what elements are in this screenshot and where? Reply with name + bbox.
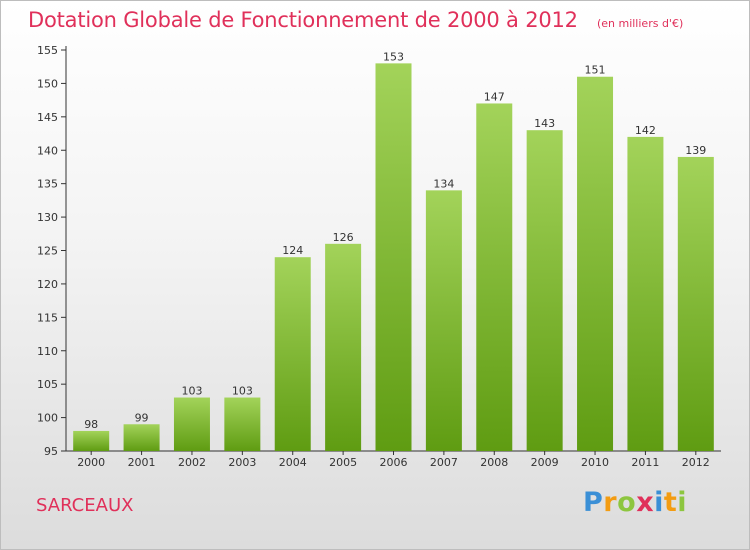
y-tick-label: 125 — [37, 245, 58, 258]
x-tick-label: 2006 — [380, 456, 408, 469]
logo-letter: r — [603, 487, 618, 518]
logo-letter: x — [636, 487, 655, 518]
y-tick-label: 115 — [37, 311, 58, 324]
y-tick-label: 150 — [37, 77, 58, 90]
bar — [425, 190, 462, 451]
logo-letter: t — [663, 487, 678, 518]
y-tick-label: 100 — [37, 412, 58, 425]
bar-value-label: 98 — [84, 418, 98, 431]
bar-value-label: 134 — [433, 177, 454, 190]
x-tick-label: 2003 — [228, 456, 256, 469]
bar — [375, 63, 412, 451]
x-tick-label: 2010 — [581, 456, 609, 469]
bar-value-label: 147 — [484, 90, 505, 103]
bar-value-label: 143 — [534, 117, 555, 130]
y-tick-label: 145 — [37, 111, 58, 124]
bar-value-label: 124 — [282, 244, 303, 257]
chart-subtitle: (en milliers d'€) — [596, 17, 684, 30]
chart-title: Dotation Globale de Fonctionnement de 20… — [28, 8, 578, 32]
logo-letter: o — [617, 487, 637, 518]
logo-letter: i — [677, 487, 688, 518]
x-tick-label: 2004 — [279, 456, 307, 469]
y-tick-label: 110 — [37, 345, 58, 358]
x-tick-label: 2012 — [682, 456, 710, 469]
bar-value-label: 151 — [585, 64, 606, 77]
x-tick-label: 2011 — [631, 456, 659, 469]
title-block: Dotation Globale de Fonctionnement de 20… — [28, 8, 683, 32]
bar-value-label: 142 — [635, 124, 656, 137]
bar — [526, 130, 563, 451]
bar — [476, 103, 513, 451]
bar-value-label: 153 — [383, 50, 404, 63]
y-tick-label: 105 — [37, 378, 58, 391]
bar — [173, 397, 210, 451]
bar-value-label: 139 — [685, 144, 706, 157]
bar — [73, 430, 110, 451]
logo-letter: P — [583, 487, 604, 518]
bar — [577, 76, 614, 451]
x-tick-label: 2008 — [480, 456, 508, 469]
bar — [677, 156, 714, 451]
bar — [224, 397, 261, 451]
x-tick-label: 2000 — [77, 456, 105, 469]
proxiti-logo: Proxiti — [583, 487, 687, 518]
bar-value-label: 103 — [181, 385, 202, 398]
y-tick-label: 120 — [37, 278, 58, 291]
logo-letter: i — [654, 487, 664, 518]
x-tick-label: 2007 — [430, 456, 458, 469]
bar — [627, 136, 664, 451]
y-tick-label: 130 — [37, 211, 58, 224]
y-tick-label: 95 — [44, 445, 58, 458]
x-tick-label: 2009 — [531, 456, 559, 469]
x-tick-label: 2005 — [329, 456, 357, 469]
bar — [123, 424, 160, 451]
bar-value-label: 99 — [135, 411, 149, 424]
bar-value-label: 126 — [333, 231, 354, 244]
x-tick-label: 2002 — [178, 456, 206, 469]
y-tick-label: 135 — [37, 178, 58, 191]
bar — [274, 257, 311, 451]
bar — [325, 243, 362, 451]
y-tick-label: 155 — [37, 44, 58, 57]
city-name: SARCEAUX — [36, 495, 134, 516]
y-tick-label: 140 — [37, 144, 58, 157]
x-tick-label: 2001 — [128, 456, 156, 469]
bar-value-label: 103 — [232, 385, 253, 398]
